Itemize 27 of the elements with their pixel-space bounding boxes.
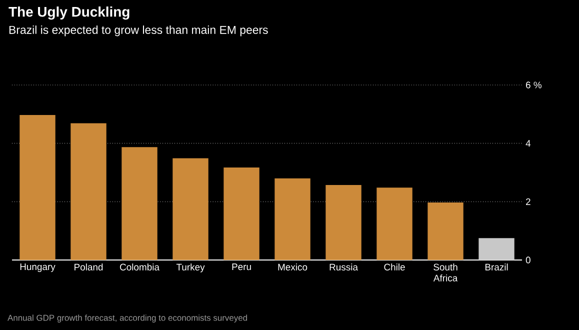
x-tick-label: Peru (232, 264, 251, 270)
y-tick-label: 2 (526, 198, 530, 205)
x-tick-label: Russia (330, 264, 358, 270)
bar (428, 202, 464, 260)
chart-subtitle: Brazil is expected to grow less than main EM peers (9, 26, 268, 36)
x-tick-label: South Africa (433, 264, 458, 282)
chart-title: The Ugly Duckling (8, 6, 130, 20)
y-tick-label: 0 (526, 256, 530, 264)
bar (478, 238, 514, 260)
x-tick-label: Colombia (120, 264, 160, 270)
bar (20, 115, 56, 260)
x-tick-label: Mexico (278, 264, 308, 270)
x-tick-label: Hungary (20, 264, 56, 272)
bar (326, 185, 362, 260)
bar (172, 158, 208, 260)
bar (376, 188, 412, 260)
x-tick-label: Brazil (485, 264, 508, 270)
bar (224, 168, 260, 260)
text: Annual GDP growth forecast, according to economists surveyed (8, 314, 248, 322)
x-tick-label: Chile (384, 264, 405, 270)
y-tick-label: 4 (526, 140, 531, 147)
x-tick-label: Poland (74, 264, 103, 270)
bar (70, 123, 106, 260)
bar (122, 147, 158, 260)
x-tick-label: Turkey (176, 264, 205, 272)
y-tick-label: 6 % (526, 82, 542, 88)
bar (274, 178, 310, 260)
